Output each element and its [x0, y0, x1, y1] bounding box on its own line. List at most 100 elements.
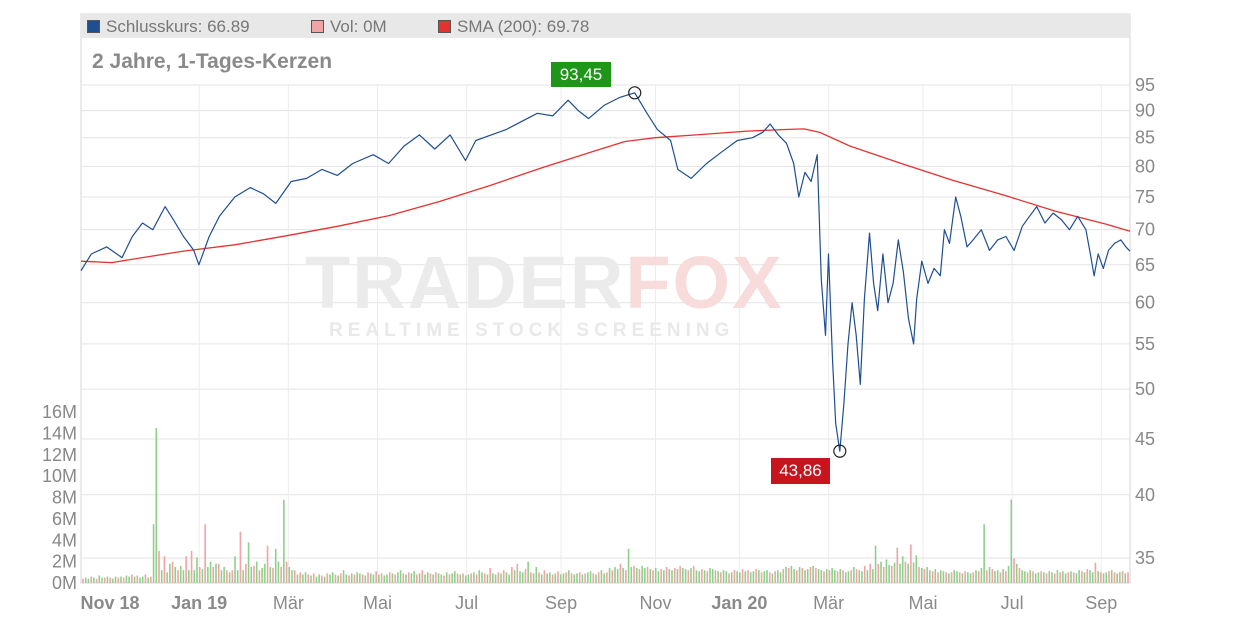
- volume-bar: [87, 578, 90, 583]
- volume-bar: [302, 574, 304, 583]
- volume-bar: [470, 573, 472, 583]
- volume-bar: [812, 565, 814, 583]
- volume-bar: [255, 561, 258, 583]
- watermark-tagline: REALTIME STOCK SCREENING: [329, 320, 735, 341]
- volume-bar: [717, 571, 719, 583]
- volume-bar: [95, 578, 98, 583]
- volume-bar: [863, 565, 866, 583]
- volume-bar: [801, 568, 804, 583]
- volume-bar: [386, 574, 388, 583]
- time-tick-label: Jan 20: [711, 593, 767, 613]
- volume-bar: [714, 570, 717, 583]
- volume-bar: [321, 575, 323, 583]
- volume-bar: [122, 577, 125, 583]
- volume-tick-label: 8M: [52, 488, 77, 508]
- high-badge: 93,45: [551, 62, 611, 87]
- volume-bar: [207, 566, 209, 583]
- volume-bar: [1045, 573, 1048, 583]
- chart-subtitle: 2 Jahre, 1-Tages-Kerzen: [92, 50, 333, 73]
- volume-bar: [1005, 571, 1007, 583]
- volume-bar: [855, 569, 858, 583]
- volume-bar: [616, 569, 619, 583]
- legend-item-close[interactable]: Schlusskurs: 66.89: [87, 17, 250, 37]
- volume-bar: [1037, 572, 1040, 583]
- volume-bar: [378, 574, 380, 583]
- legend-item-sma[interactable]: SMA (200): 69.78: [438, 17, 589, 37]
- time-tick-label: Mär: [273, 593, 304, 613]
- volume-bar: [223, 566, 225, 583]
- volume-bar: [942, 571, 945, 583]
- volume-bar: [741, 569, 744, 583]
- watermark-logo: TRADERFOX: [305, 241, 784, 324]
- volume-bar: [239, 531, 242, 583]
- volume-bar: [486, 574, 489, 583]
- volume-bar: [334, 574, 337, 583]
- volume-bar: [185, 556, 187, 583]
- volume-bar: [84, 577, 87, 583]
- volume-bar: [177, 570, 179, 583]
- volume-bar: [774, 571, 776, 583]
- volume-bar: [174, 566, 177, 583]
- volume-bar: [578, 572, 581, 583]
- volume-bar: [866, 570, 869, 583]
- price-tick-label: 40: [1135, 485, 1155, 505]
- volume-bar: [760, 572, 763, 583]
- volume-bar: [630, 566, 633, 583]
- volume-bar: [969, 573, 972, 583]
- volume-bar: [212, 566, 215, 583]
- volume-bar: [443, 575, 445, 583]
- volume-bar: [391, 573, 394, 583]
- volume-bar: [318, 574, 320, 583]
- volume-bar: [538, 572, 540, 583]
- volume-bar: [432, 574, 434, 583]
- volume-bar: [733, 570, 736, 583]
- volume-bar: [614, 566, 616, 583]
- volume-bar: [1062, 571, 1064, 583]
- volume-bar: [880, 561, 882, 583]
- volume-bar: [380, 573, 383, 583]
- volume-bar: [150, 576, 152, 583]
- volume-bar: [1059, 572, 1061, 583]
- volume-bar: [1021, 570, 1023, 583]
- volume-bar: [1086, 569, 1089, 583]
- volume-bar: [695, 570, 698, 583]
- volume-bar: [291, 570, 293, 583]
- volume-bar: [595, 574, 597, 583]
- legend-item-volume[interactable]: Vol: 0M: [311, 17, 387, 37]
- volume-bar: [1026, 572, 1029, 583]
- sma-line: [80, 128, 1131, 264]
- volume-bar: [1113, 572, 1116, 583]
- volume-bar: [532, 573, 535, 583]
- volume-bar: [424, 574, 426, 583]
- volume-bar: [1072, 572, 1075, 583]
- time-tick-label: Jul: [1001, 593, 1024, 613]
- volume-bar: [1124, 573, 1127, 583]
- volume-bar: [492, 573, 494, 583]
- volume-bar: [456, 573, 459, 583]
- volume-bar: [1029, 570, 1032, 583]
- volume-bar: [369, 573, 372, 583]
- volume-bar: [323, 576, 326, 583]
- volume-bar: [885, 559, 888, 583]
- volume-bar: [793, 569, 795, 583]
- volume-bar: [834, 570, 836, 583]
- volume-bar: [568, 570, 570, 583]
- volume-bar: [730, 572, 733, 583]
- volume-bar: [467, 574, 470, 583]
- volume-bar: [663, 570, 665, 583]
- volume-bar: [768, 572, 771, 583]
- volume-tick-label: 16M: [42, 402, 77, 422]
- volume-bar: [429, 573, 432, 583]
- volume-bar: [1094, 562, 1097, 583]
- low-badge: 43,86: [771, 458, 830, 484]
- volume-swatch-icon: [311, 20, 324, 33]
- volume-bar: [589, 571, 592, 583]
- price-tick-label: 55: [1135, 334, 1155, 354]
- volume-bar: [912, 562, 915, 583]
- volume-bar: [82, 578, 84, 583]
- volume-bar: [1067, 572, 1070, 583]
- volume-bar: [125, 575, 128, 583]
- volume-bar: [169, 563, 171, 583]
- volume-bar: [397, 572, 399, 583]
